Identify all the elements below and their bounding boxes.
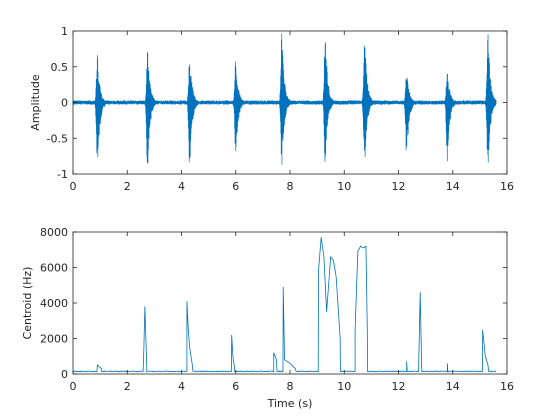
- xtick-label: 10: [337, 180, 351, 193]
- centroid-series-line: [72, 237, 497, 373]
- xtick-label: 12: [392, 380, 406, 393]
- xtick-label: 14: [446, 180, 460, 193]
- xtick-label: 8: [287, 380, 294, 393]
- ytick-label: -0.5: [47, 132, 68, 145]
- xtick-label: 2: [124, 380, 131, 393]
- xtick-label: 10: [337, 380, 351, 393]
- centroid-xticks: 0 2 4 6 8 10 12 14 16: [70, 232, 514, 393]
- ytick-label: 0.5: [51, 61, 69, 74]
- ytick-label: -1: [57, 168, 68, 181]
- amplitude-waveform: [72, 33, 497, 165]
- centroid-yticks: 0 2000 4000 6000 8000: [40, 226, 507, 381]
- centroid-plot-area: [73, 232, 507, 374]
- centroid-ylabel: Centroid (Hz): [21, 267, 34, 340]
- xtick-label: 4: [178, 380, 185, 393]
- amplitude-xticks: 0 2 4 6 8 10 12 14 16: [70, 31, 514, 193]
- ytick-label: 6000: [40, 262, 68, 275]
- ytick-label: 1: [61, 25, 68, 38]
- xtick-label: 14: [446, 380, 460, 393]
- xtick-label: 0: [70, 380, 77, 393]
- xtick-label: 12: [392, 180, 406, 193]
- amplitude-axes: 0 2 4 6 8 10 12 14 16 -1 -0.5 0 0.5 1 Amplitude: [29, 25, 514, 193]
- xtick-label: 4: [178, 180, 185, 193]
- centroid-line: [72, 237, 497, 373]
- amplitude-yticks: -1 -0.5 0 0.5 1: [47, 25, 507, 181]
- xtick-label: 0: [70, 180, 77, 193]
- xtick-label: 16: [500, 180, 514, 193]
- xtick-label: 6: [232, 380, 239, 393]
- ytick-label: 8000: [40, 226, 68, 239]
- ytick-label: 2000: [40, 333, 68, 346]
- centroid-xlabel: Time (s): [267, 397, 313, 410]
- amplitude-series-line: [72, 33, 497, 165]
- xtick-label: 16: [500, 380, 514, 393]
- centroid-axes: 0 2 4 6 8 10 12 14 16 0 2000 4000 6000 8000 Centroid…: [21, 226, 514, 410]
- ytick-label: 4000: [40, 297, 68, 310]
- ytick-label: 0: [61, 97, 68, 110]
- xtick-label: 6: [232, 180, 239, 193]
- xtick-label: 8: [287, 180, 294, 193]
- ytick-label: 0: [61, 368, 68, 381]
- xtick-label: 2: [124, 180, 131, 193]
- amplitude-ylabel: Amplitude: [29, 74, 42, 131]
